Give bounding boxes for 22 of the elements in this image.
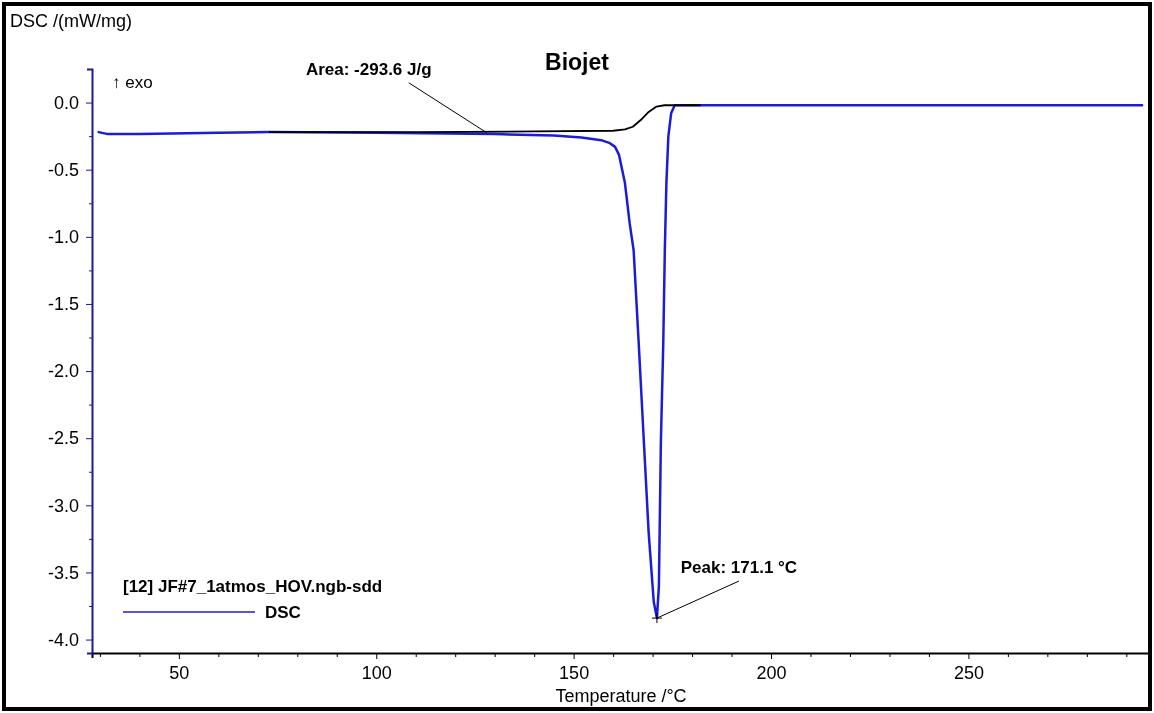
y-tick-label: -4.0: [47, 629, 79, 650]
y-tick-label: -2.5: [47, 428, 79, 449]
annotation: ↑ exo: [112, 73, 153, 92]
legend-title: [12] JF#7_1atmos_HOV.ngb-sdd: [123, 577, 383, 596]
y-tick-label: -2.0: [47, 361, 79, 382]
x-tick-label: 150: [559, 662, 590, 683]
y-tick-label: -1.5: [47, 294, 79, 315]
x-tick-label: 50: [169, 662, 190, 683]
annotation: Area: -293.6 J/g: [305, 59, 432, 79]
y-axis-title: DSC /(mW/mg): [10, 11, 132, 31]
x-tick-label: 200: [756, 662, 787, 683]
y-tick-label: -0.5: [47, 159, 79, 180]
x-tick-label: 250: [953, 662, 984, 683]
annotation: Peak: 171.1 °C: [680, 558, 798, 578]
chart-title: Biojet: [545, 49, 610, 75]
y-tick-label: -1.0: [47, 227, 79, 248]
y-tick-label: -3.5: [47, 562, 79, 583]
y-tick-label: -3.0: [47, 495, 79, 516]
x-axis-title: Temperature /°C: [555, 686, 687, 706]
text: DSC: [265, 603, 301, 622]
y-tick-label: 0.0: [53, 92, 79, 113]
x-tick-label: 100: [361, 662, 392, 683]
